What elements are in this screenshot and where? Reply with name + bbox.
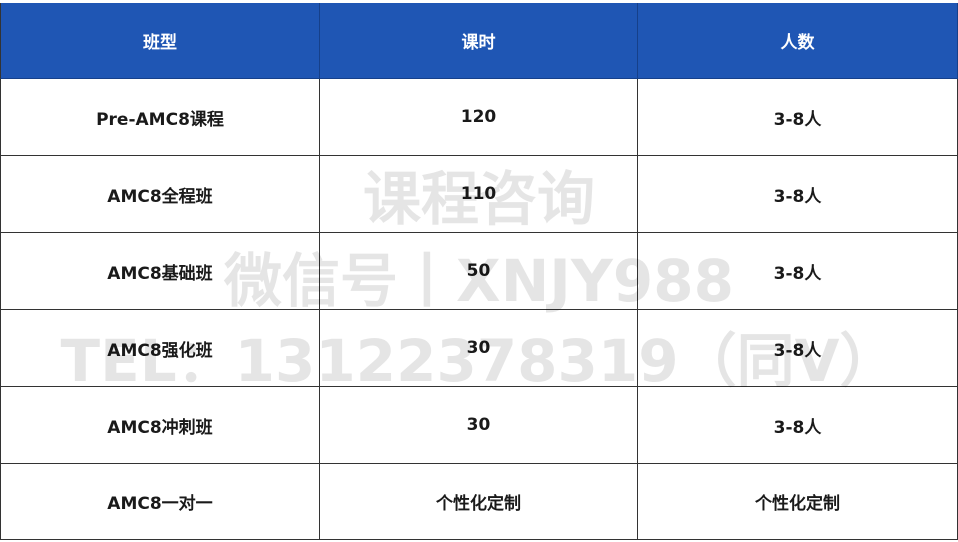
- table-cell: 3-8人: [638, 387, 958, 464]
- table-cell: 50: [320, 233, 638, 310]
- table-cell: AMC8基础班: [0, 233, 320, 310]
- table-cell: AMC8一对一: [0, 464, 320, 540]
- header-cell: 课时: [320, 3, 638, 79]
- table-cell: 3-8人: [638, 79, 958, 156]
- table-cell: 个性化定制: [320, 464, 638, 540]
- table-cell: AMC8全程班: [0, 156, 320, 233]
- header-cell: 人数: [638, 3, 958, 79]
- table-cell: AMC8强化班: [0, 310, 320, 387]
- table-cell: 3-8人: [638, 310, 958, 387]
- table-cell: 3-8人: [638, 233, 958, 310]
- table-cell: 个性化定制: [638, 464, 958, 540]
- table-cell: 30: [320, 387, 638, 464]
- table-cell: 3-8人: [638, 156, 958, 233]
- table-cell: 120: [320, 79, 638, 156]
- table-cell: AMC8冲刺班: [0, 387, 320, 464]
- table-cell: 110: [320, 156, 638, 233]
- table-cell: 30: [320, 310, 638, 387]
- header-cell: 班型: [0, 3, 320, 79]
- table-cell: Pre-AMC8课程: [0, 79, 320, 156]
